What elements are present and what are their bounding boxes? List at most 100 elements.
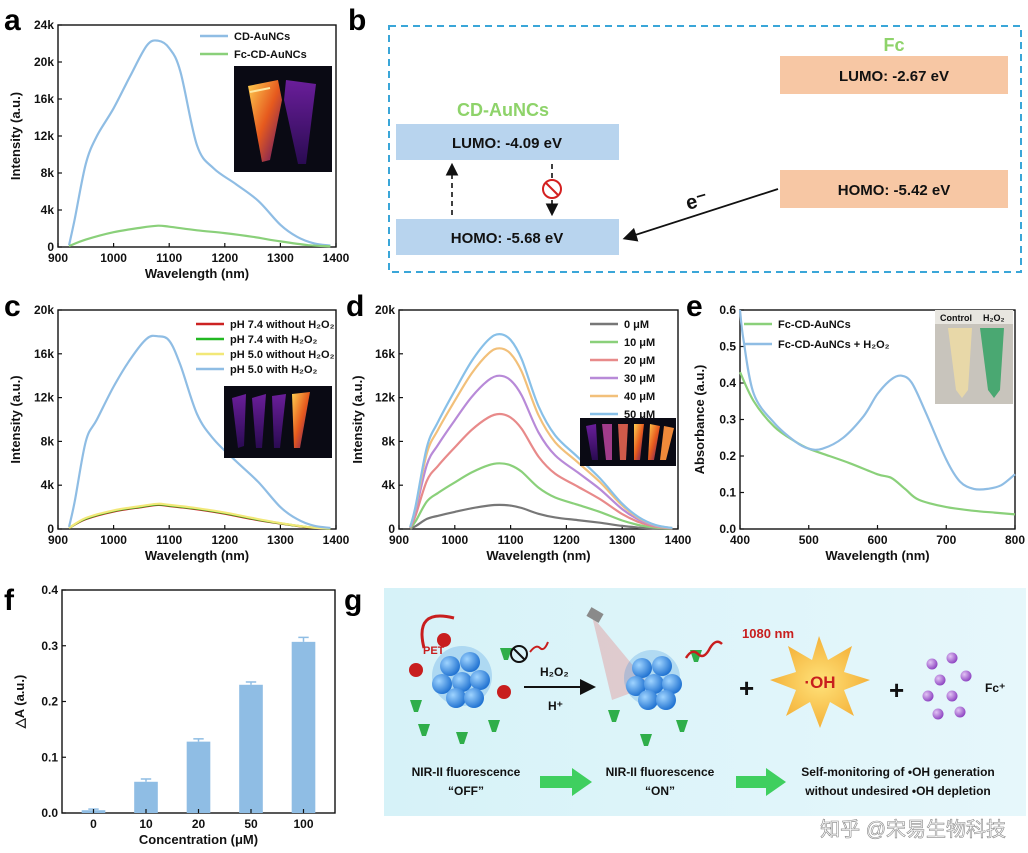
bar [134,781,158,813]
electron-transfer-arrow [622,188,779,242]
plot-frame-c [57,309,337,530]
y-tick-label-e: 0.5 [719,340,736,354]
y-tick-label-e: 0.3 [719,413,736,427]
series-line-a [68,224,331,248]
x-axis-title-d: Wavelength (nm) [486,548,590,563]
inset-image-e: Control H₂O₂ [935,310,1013,404]
cd-lumo-label: LUMO: -4.09 eV [452,135,562,152]
y-axis-title-e: Absorbance (a.u.) [692,365,707,475]
electron-label: e⁻ [683,188,710,215]
series-line-c [68,502,331,530]
x-tick-label-d: 1200 [553,533,580,547]
y-tick-label-e: 0.0 [719,522,736,536]
x-tick-label-d: 1300 [609,533,636,547]
oh-label: ·OH [804,673,835,692]
x-tick-label-c: 900 [48,533,68,547]
series-line-d [409,332,673,530]
x-tick-label-c: 1000 [100,533,127,547]
series-line-d [409,347,673,530]
x-tick-label-a: 1100 [156,251,182,265]
x-axis-title-a: Wavelength (nm) [145,266,249,281]
legend-label-d: 30 μM [624,373,655,385]
y-tick-label-d: 4k [382,478,396,492]
legend-label-c: pH 7.4 without H₂O₂ [230,319,335,331]
y-tick-label-c: 8k [41,434,55,448]
y-tick-label-c: 12k [34,391,54,405]
off-caption-line1: NIR-II fluorescence [412,765,521,779]
x-tick-label-e: 600 [867,533,887,547]
y-tick-label-d: 0 [388,522,395,536]
legend-label-c: pH 7.4 with H₂O₂ [230,334,318,346]
legend-label-e: Fc-CD-AuNCs + H₂O₂ [778,339,890,351]
fc-homo-label: HOMO: -5.42 eV [838,182,951,199]
bar [186,741,211,813]
x-tick-label-c: 1400 [323,533,350,547]
y-axis-title-f: △A (a.u.) [12,675,27,730]
y-axis-title-c: Intensity (a.u.) [8,375,23,463]
y-tick-label-a: 8k [41,166,55,180]
prohibited-icon [542,179,562,199]
plot-frame-d [398,309,679,530]
x-tick-label-d: 900 [389,533,409,547]
self-caption-line1: Self-monitoring of •OH generation [801,765,995,779]
green-arrow-1 [540,768,592,796]
fc-lumo-level [780,56,1008,94]
cd-lumo-level [396,124,619,160]
inset-image-a [234,66,332,172]
nm1080-label: 1080 nm [742,626,794,641]
series-line-a [68,39,331,247]
legend-label-d: 10 μM [624,337,655,349]
legend-label-d: 40 μM [624,391,655,403]
series-line-d [409,412,673,530]
y-axis-title-a: Intensity (a.u.) [8,92,23,180]
cd-aunc-title: CD-AuNCs [457,100,549,120]
nanocluster-off: PET [409,614,512,744]
energy-diagram: CD-AuNCs Fc LUMO: -4.09 eV HOMO: -5.68 e… [388,25,1022,273]
legend-label-a: CD-AuNCs [234,31,290,43]
legend-label-d: 20 μM [624,355,655,367]
y-tick-label-f: 0.0 [41,806,58,820]
x-tick-label-d: 1000 [441,533,468,547]
bar [239,684,263,813]
legend-label-c: pH 5.0 with H₂O₂ [230,364,318,376]
h2o2-label: H₂O₂ [540,665,569,679]
x-tick-label-c: 1200 [211,533,238,547]
chart-e: 0.0 0.1 0.2 0.3 0.4 0.5 0.6 400 500 600 700 800 Wave… [692,303,1025,563]
x-tick-label-f: 0 [90,817,97,831]
x-tick-label-e: 400 [730,533,750,547]
y-tick-label-a: 16k [34,92,54,106]
plus-sign-2: + [889,675,904,705]
y-tick-label-d: 12k [375,391,395,405]
y-axis-title-d: Intensity (a.u.) [350,375,365,463]
inset-image-c [224,386,332,458]
panel-label-e: e [686,290,703,323]
y-tick-label-e: 0.2 [719,449,736,463]
on-caption-line1: NIR-II fluorescence [606,765,715,779]
nanocluster-on: 1080 nm [586,607,794,746]
series-line-d [409,374,673,530]
y-tick-label-e: 0.1 [719,486,736,500]
fc-homo-level [780,170,1008,208]
hplus-label: H⁺ [548,699,563,713]
x-tick-label-f: 10 [139,817,153,831]
y-tick-label-d: 16k [375,347,395,361]
y-tick-label-a: 20k [34,55,54,69]
legend-label-e: Fc-CD-AuNCs [778,319,851,331]
legend-label-c: pH 5.0 without H₂O₂ [230,349,335,361]
x-tick-label-e: 700 [936,533,956,547]
y-tick-label-c: 4k [41,478,55,492]
x-tick-label-e: 500 [799,533,819,547]
inset-image-d [580,418,676,466]
series-line-d [409,462,673,530]
off-caption-line2: “OFF” [448,784,484,798]
series-line-e [738,309,1016,491]
cd-homo-level [396,219,619,255]
y-tick-label-d: 8k [382,434,396,448]
hydroxyl-radical-burst: ·OH [770,636,870,728]
x-axis-title-c: Wavelength (nm) [145,548,249,563]
y-tick-label-a: 12k [34,129,54,143]
plus-sign-1: + [739,673,754,703]
fc-plus-label: Fc⁺ [985,681,1005,695]
y-tick-label-f: 0.3 [41,639,58,653]
series-line-d [409,503,673,530]
